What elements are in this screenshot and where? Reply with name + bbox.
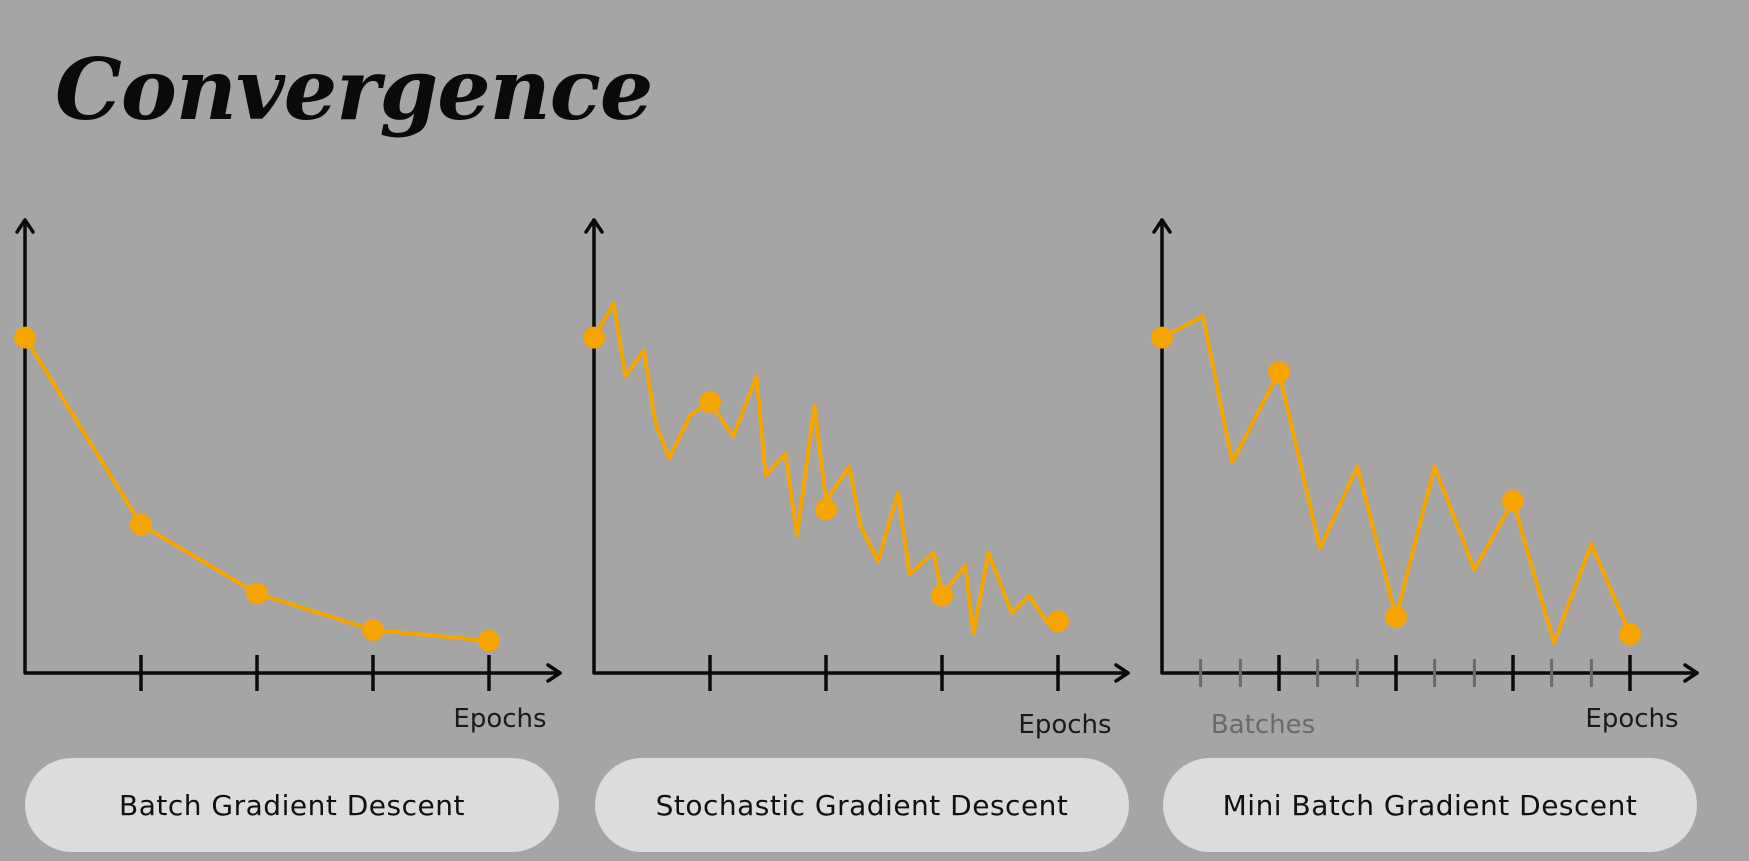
epoch-marker bbox=[130, 513, 152, 536]
epoch-marker bbox=[362, 619, 384, 641]
epoch-marker bbox=[1151, 326, 1173, 349]
epoch-marker bbox=[699, 391, 721, 414]
epoch-marker bbox=[478, 629, 500, 652]
y-axis-arrow bbox=[15, 218, 35, 234]
x-axis-label: Epochs bbox=[1585, 704, 1678, 734]
epoch-marker bbox=[815, 498, 837, 521]
epoch-marker bbox=[14, 326, 36, 349]
axes bbox=[1160, 218, 1699, 675]
epoch-marker bbox=[1268, 361, 1290, 383]
panel-mini-batch-gd: Epochs Batches bbox=[1151, 218, 1699, 740]
x-axis-arrow bbox=[1114, 663, 1130, 683]
loss-curve bbox=[1160, 314, 1632, 645]
page-title: Convergence bbox=[55, 40, 653, 139]
mini-batch-gd-label: Mini Batch Gradient Descent bbox=[1163, 758, 1697, 852]
epoch-marker bbox=[1619, 623, 1641, 646]
x-axis-label: Epochs bbox=[453, 704, 546, 734]
epoch-marker bbox=[1502, 490, 1524, 512]
epoch-marker bbox=[1385, 606, 1407, 629]
x-axis-arrow bbox=[546, 663, 562, 683]
axes bbox=[23, 218, 562, 675]
panel-batch-gd: Epochs bbox=[14, 218, 562, 734]
x-axis-label: Epochs bbox=[1018, 710, 1111, 740]
batches-label: Batches bbox=[1211, 710, 1315, 740]
axes bbox=[592, 218, 1130, 675]
batch-gd-label: Batch Gradient Descent bbox=[25, 758, 559, 852]
epoch-marker bbox=[1047, 610, 1069, 633]
panel-stochastic-gd: Epochs bbox=[583, 218, 1130, 740]
epoch-marker bbox=[931, 584, 953, 607]
stochastic-gd-label: Stochastic Gradient Descent bbox=[595, 758, 1129, 852]
x-axis-arrow bbox=[1683, 663, 1699, 683]
loss-curve bbox=[592, 301, 1060, 637]
epoch-marker bbox=[246, 582, 268, 605]
y-axis-arrow bbox=[1152, 218, 1172, 234]
y-axis-arrow bbox=[584, 218, 604, 234]
epoch-marker bbox=[583, 326, 605, 349]
